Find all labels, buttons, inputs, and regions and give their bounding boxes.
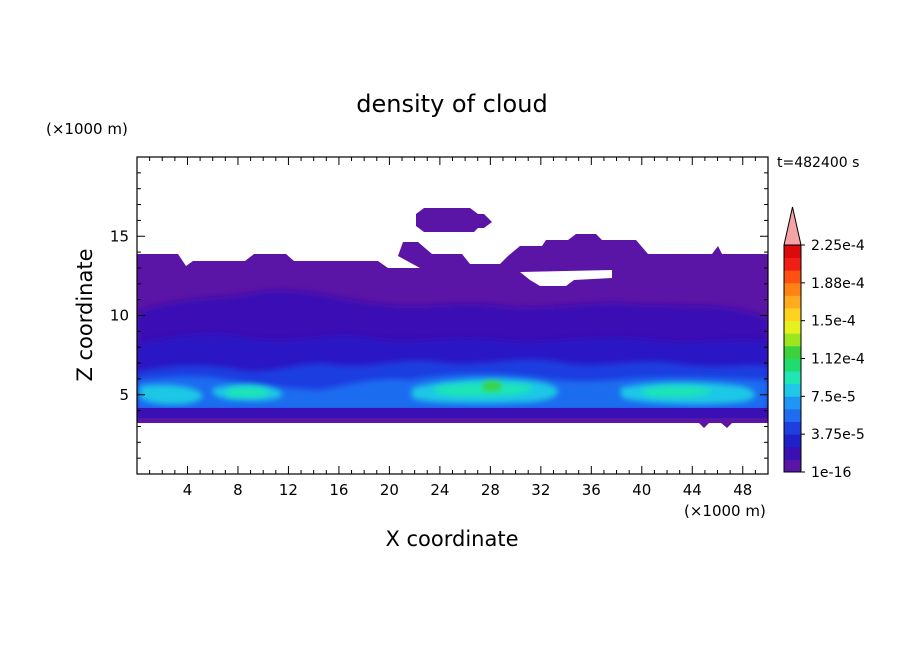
x-tick-label: 8 <box>233 481 243 499</box>
y-tick-label: 10 <box>110 307 129 325</box>
colorbar-label: 3.75e-5 <box>811 427 865 443</box>
colorbar-swatch <box>784 257 801 271</box>
plot-area <box>137 157 768 474</box>
colorbar-swatch <box>784 295 801 309</box>
colorbar: 1e-16 3.75e-5 7.5e-5 1.12e-4 1.5e-4 1.88e-4 2.… <box>783 206 865 481</box>
x-tick-label: 24 <box>430 481 449 499</box>
colorbar-swatch <box>784 333 801 347</box>
upper-cloud-top <box>416 208 492 232</box>
y-tick-label: 15 <box>110 227 129 245</box>
colorbar-swatch <box>784 459 801 473</box>
y-ticks: 5 10 15 <box>110 172 768 459</box>
x-tick-label: 48 <box>733 481 752 499</box>
colorbar-extend-arrow <box>783 206 802 246</box>
colorbar-swatch <box>784 421 801 435</box>
max-density-core <box>482 381 502 391</box>
colorbar-swatch <box>784 270 801 284</box>
x-tick-label: 44 <box>683 481 702 499</box>
chart-title: density of cloud <box>356 90 547 118</box>
x-ticks: 4 8 12 16 20 24 28 32 36 40 44 48 <box>149 157 756 499</box>
x-tick-label: 4 <box>183 481 193 499</box>
colorbar-label: 1.12e-4 <box>811 352 865 368</box>
x-unit-label: (×1000 m) <box>684 502 766 520</box>
colorbar-swatch <box>784 434 801 448</box>
x-tick-label: 12 <box>279 481 298 499</box>
colorbar-swatch <box>784 446 801 460</box>
colorbar-label: 2.25e-4 <box>811 238 865 254</box>
x-tick-label: 20 <box>380 481 399 499</box>
base-drips <box>698 422 733 428</box>
layer-7 <box>226 383 712 398</box>
x-tick-label: 32 <box>531 481 550 499</box>
y-tick-label: 5 <box>119 386 129 404</box>
x-tick-label: 16 <box>329 481 348 499</box>
x-tick-label: 36 <box>582 481 601 499</box>
colorbar-label: 7.5e-5 <box>811 389 856 405</box>
x-tick-label: 28 <box>481 481 500 499</box>
colorbar-swatch <box>784 358 801 372</box>
colorbar-label: 1.5e-4 <box>811 314 856 330</box>
colorbar-swatch <box>784 383 801 397</box>
colorbar-swatch <box>784 308 801 322</box>
y-unit-label: (×1000 m) <box>46 120 128 138</box>
colorbar-swatch <box>784 245 801 259</box>
colorbar-label: 1e-16 <box>811 465 851 481</box>
colorbar-swatch <box>784 408 801 422</box>
colorbar-swatch <box>784 371 801 385</box>
colorbar-swatch <box>784 396 801 410</box>
y-axis-label: Z coordinate <box>73 248 97 381</box>
time-label: t=482400 s <box>777 155 859 171</box>
colorbar-swatch <box>784 320 801 334</box>
colorbar-swatch <box>784 282 801 296</box>
x-tick-label: 40 <box>632 481 651 499</box>
x-axis-label: X coordinate <box>385 527 518 551</box>
colorbar-label: 1.88e-4 <box>811 276 865 292</box>
base-band-edge <box>137 418 768 423</box>
colorbar-swatch <box>784 345 801 359</box>
